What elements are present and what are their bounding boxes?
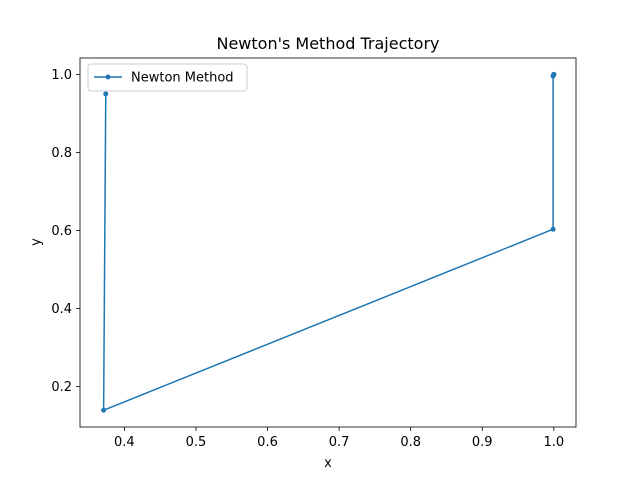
y-tick-label: 0.6 [51,224,72,239]
y-tick-label: 0.2 [51,380,72,395]
plot-area [79,57,577,428]
x-axis-label: x [324,456,332,471]
y-tick-label: 1.0 [51,68,72,83]
data-point [551,71,557,77]
legend-box [87,63,248,92]
legend: Newton Method [87,63,248,92]
legend-marker-swatch [105,74,111,80]
y-tick-label: 0.4 [51,302,72,317]
x-tick-label: 1.0 [543,435,564,450]
axes: 0.4 0.5 0.6 0.7 0.8 0.9 1.0 0.2 0.4 0.6 0.8 1.0 [51,68,564,450]
x-tick-label: 0.8 [400,435,421,450]
data-point [550,226,556,232]
x-tick-label: 0.7 [329,435,350,450]
y-axis-label: y [29,238,44,246]
legend-entry-label: Newton Method [131,71,234,86]
chart-title: Newton's Method Trajectory [216,34,439,53]
x-tick-label: 0.5 [186,435,207,450]
x-tick-label: 0.9 [472,435,493,450]
axes-frame [79,57,577,428]
x-tick-label: 0.4 [114,435,135,450]
series-layer [101,71,557,413]
data-point [103,91,109,97]
data-point [101,407,107,413]
y-tick-label: 0.8 [51,146,72,161]
x-tick-label: 0.6 [257,435,278,450]
